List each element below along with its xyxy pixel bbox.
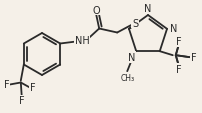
Text: NH: NH bbox=[75, 36, 89, 46]
Text: S: S bbox=[132, 18, 138, 28]
Text: F: F bbox=[30, 83, 36, 93]
Text: F: F bbox=[191, 53, 197, 63]
Text: F: F bbox=[4, 80, 10, 90]
Text: O: O bbox=[92, 5, 100, 15]
Text: F: F bbox=[176, 65, 182, 74]
Text: N: N bbox=[144, 4, 152, 14]
Text: F: F bbox=[176, 37, 182, 47]
Text: F: F bbox=[19, 96, 25, 106]
Text: N: N bbox=[127, 53, 135, 63]
Text: N: N bbox=[170, 24, 178, 34]
Text: CH₃: CH₃ bbox=[120, 73, 134, 82]
